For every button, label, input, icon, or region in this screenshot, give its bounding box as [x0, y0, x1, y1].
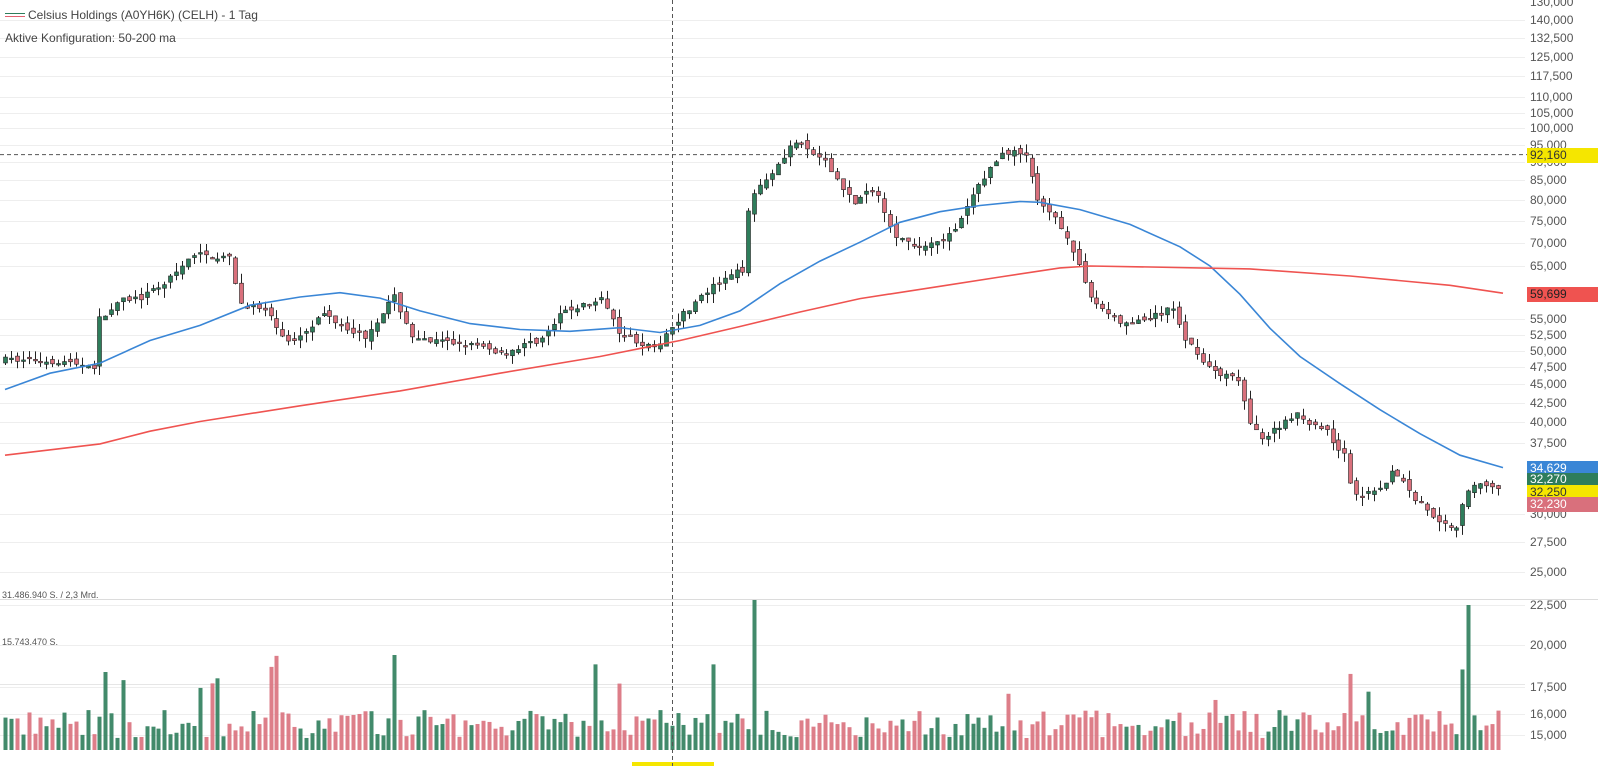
- axis-tick-label: 55,000: [1530, 312, 1567, 326]
- active-config: Aktive Konfiguration: 50-200 ma: [5, 31, 176, 45]
- ma200-value-badge: 59,699: [1527, 287, 1598, 302]
- axis-tick-label: 40,000: [1530, 415, 1567, 429]
- axis-tick-label: 132,500: [1530, 31, 1574, 45]
- axis-tick-label: 130,000: [1530, 0, 1574, 9]
- axis-tick-label: 52,500: [1530, 328, 1567, 342]
- axis-tick-label: 20,000: [1530, 638, 1567, 652]
- axis-tick-label: 42,500: [1530, 396, 1567, 410]
- axis-tick-label: 117,500: [1530, 69, 1573, 83]
- volume-max-label: 31.486.940 S. / 2,3 Mrd.: [2, 590, 99, 600]
- axis-tick-label: 75,000: [1530, 214, 1567, 228]
- axis-tick-label: 15,000: [1530, 728, 1567, 742]
- axis-tick-label: 45,000: [1530, 377, 1567, 391]
- chart-title: Celsius Holdings (A0YH6K) (CELH) - 1 Tag: [5, 8, 258, 22]
- legend-icon: [5, 12, 25, 18]
- axis-tick-label: 47,500: [1530, 360, 1567, 374]
- last-price-badge: 32,250: [1527, 485, 1598, 500]
- axis-tick-label: 27,500: [1530, 535, 1567, 549]
- axis-tick-label: 80,000: [1530, 193, 1567, 207]
- axis-tick-label: 22,500: [1530, 598, 1567, 612]
- axis-tick-label: 17,500: [1530, 680, 1567, 694]
- axis-tick-label: 16,000: [1530, 707, 1567, 721]
- axis-tick-label: 125,000: [1530, 50, 1574, 64]
- low-price-badge: 32,230: [1527, 497, 1598, 512]
- axis-tick-label: 70,000: [1530, 236, 1567, 250]
- axis-tick-label: 65,000: [1530, 259, 1567, 273]
- close-value-badge: 32,270: [1527, 473, 1598, 485]
- axis-tick-label: 100,000: [1530, 121, 1574, 135]
- ma50-value-badge: 34,629: [1527, 461, 1598, 476]
- axis-tick-label: 50,000: [1530, 344, 1567, 358]
- volume-mid-label: 15.743.470 S.: [2, 637, 59, 647]
- chart-title-text: Celsius Holdings (A0YH6K) (CELH) - 1 Tag: [28, 8, 258, 22]
- axis-tick-label: 25,000: [1530, 565, 1567, 579]
- axis-tick-label: 105,000: [1530, 106, 1574, 120]
- crosshair-price-badge: 92,160: [1527, 148, 1598, 163]
- axis-tick-label: 140,000: [1530, 13, 1574, 27]
- axis-tick-label: 110,000: [1530, 90, 1573, 104]
- axis-tick-label: 85,000: [1530, 173, 1567, 187]
- axis-tick-label: 37,500: [1530, 436, 1567, 450]
